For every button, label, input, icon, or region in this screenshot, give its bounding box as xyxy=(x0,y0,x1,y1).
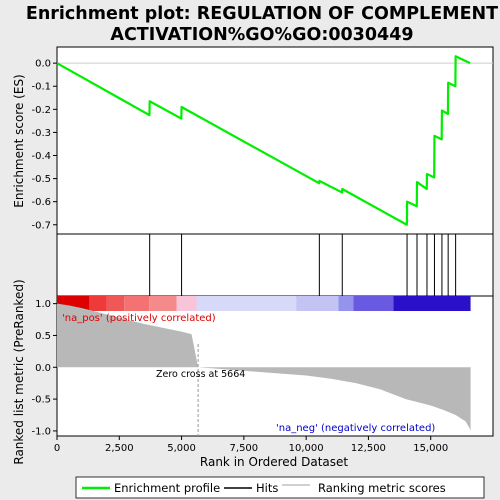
x-axis-label: Rank in Ordered Dataset xyxy=(200,455,348,469)
color-bar-segment-9 xyxy=(353,296,394,311)
legend-label-enrichment-profile: Enrichment profile xyxy=(114,481,220,495)
chart-title-line-2: ACTIVATION%GO%GO:0030449 xyxy=(110,25,413,45)
color-bar-segment-2 xyxy=(106,296,125,311)
x-tick-label-6: 15,000 xyxy=(413,443,448,454)
ranking-metric-area xyxy=(57,303,471,431)
es-tick-label-1: -0.1 xyxy=(31,82,51,93)
metric-tick-label-0: 1.0 xyxy=(35,299,51,310)
x-tick-label-4: 10,000 xyxy=(289,443,324,454)
es-tick-label-2: -0.2 xyxy=(31,105,51,116)
color-bar-segment-8 xyxy=(338,296,354,311)
metric-tick-label-2: 0.0 xyxy=(35,363,51,374)
color-bar-segment-1 xyxy=(89,296,107,311)
metric-tick-label-3: -0.5 xyxy=(31,395,51,406)
legend-label-hits: Hits xyxy=(256,481,278,495)
color-bar-segment-3 xyxy=(124,296,150,311)
es-tick-label-6: -0.6 xyxy=(31,197,51,208)
rank-color-bar xyxy=(57,296,471,311)
es-layer xyxy=(56,55,493,226)
zero-cross-label: Zero cross at 5664 xyxy=(156,369,245,380)
metric-tick-label-4: -1.0 xyxy=(31,426,51,437)
es-y-axis-label: Enrichment score (ES) xyxy=(12,74,26,207)
es-panel xyxy=(56,46,494,235)
metric-layer xyxy=(57,303,471,436)
color-bar-segment-4 xyxy=(149,296,177,311)
axes-layer: 0.0 -0.1 -0.2 -0.3 -0.4 -0.5 -0.6 -0.7 1.0 0.5 0.0… xyxy=(31,59,448,454)
color-bar-segment-7 xyxy=(296,296,339,311)
enrichment-profile-line xyxy=(56,55,471,226)
legend: Enrichment profile Hits Ranking metric s… xyxy=(75,476,485,499)
es-tick-label-0: 0.0 xyxy=(35,59,51,70)
es-tick-label-3: -0.3 xyxy=(31,128,51,139)
x-tick-label-2: 5,000 xyxy=(167,443,196,454)
legend-label-ranking-metric: Ranking metric scores xyxy=(318,481,446,495)
es-tick-label-5: -0.5 xyxy=(31,174,51,185)
pos-label: 'na_pos' (positively correlated) xyxy=(62,313,216,324)
x-tick-label-5: 12,500 xyxy=(351,443,386,454)
color-bar-segment-6 xyxy=(196,296,297,311)
x-tick-label-3: 7,500 xyxy=(230,443,259,454)
es-tick-label-7: -0.7 xyxy=(31,220,51,231)
legend-box xyxy=(75,476,485,499)
metric-y-axis-label: Ranked list metric (PreRanked) xyxy=(12,279,26,464)
hits-panel xyxy=(56,233,494,297)
x-tick-label-1: 2,500 xyxy=(105,443,134,454)
x-tick-label-0: 0 xyxy=(54,443,60,454)
metric-tick-label-1: 0.5 xyxy=(35,331,51,342)
es-tick-label-4: -0.4 xyxy=(31,151,51,162)
neg-label: 'na_neg' (negatively correlated) xyxy=(276,423,435,434)
color-bar-segment-5 xyxy=(176,296,197,311)
color-bar-segment-10 xyxy=(393,296,471,311)
hits-layer xyxy=(149,234,457,296)
chart-title-line-1: Enrichment plot: REGULATION OF COMPLEMEN… xyxy=(26,4,498,24)
